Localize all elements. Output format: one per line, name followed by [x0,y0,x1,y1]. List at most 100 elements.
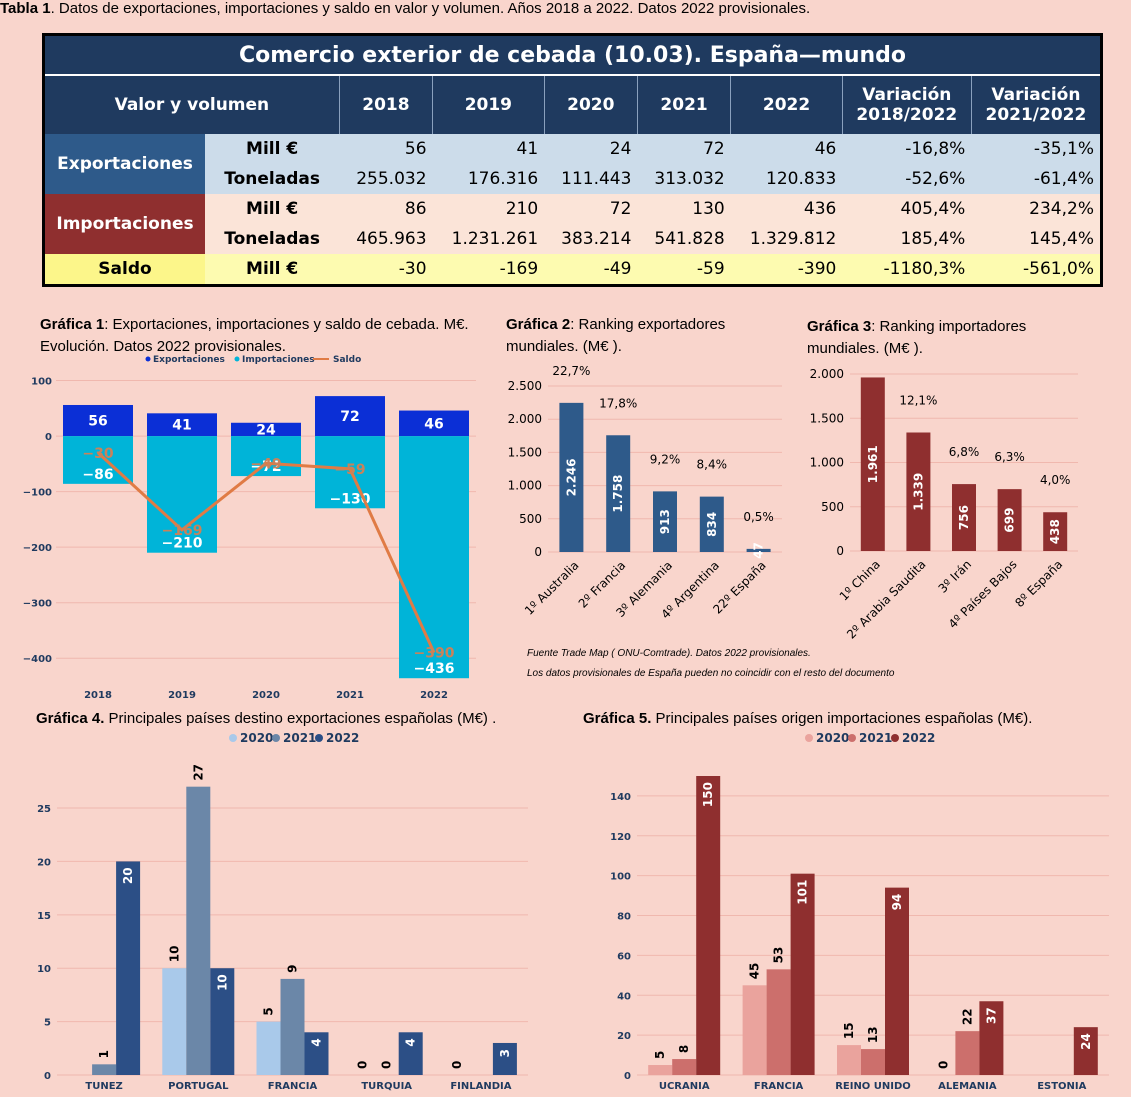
bar-2022 [790,873,815,1075]
y-tick-label: 0 [534,545,542,559]
table-cell: 56 [339,134,433,164]
data-label-2022: 150 [701,782,715,807]
bar-importaciones [147,436,217,553]
table-cell: 185,4% [842,224,972,254]
header-valor-volumen: Valor y volumen [43,75,340,134]
data-label-2020: 15 [842,1022,856,1039]
legend-label: 2022 [326,731,359,745]
legend-marker [229,734,237,742]
header-year: 2019 [432,75,545,134]
bar-2021 [955,1031,980,1075]
y-tick-label: −200 [23,543,52,554]
x-tick-label: 3º Irán [936,557,975,596]
bar-2021 [92,1064,117,1075]
chart4-svg: 0 5 10 15 20 25 1 20 TUNEZ 10 27 10 PORTUGAL 5 9 4 FRANC… [37,731,528,1092]
y-tick-label: 20 [617,1031,631,1042]
group-saldo: Saldo [43,254,205,286]
data-label-2022: 37 [984,1007,998,1024]
data-label-2020: 0 [450,1061,464,1069]
table-cell: -16,8% [842,134,972,164]
data-label-saldo: −390 [414,646,455,662]
bar-exportaciones [231,422,301,437]
y-tick-label: 1.500 [810,411,844,425]
table-cell: 465.963 [339,224,433,254]
unit-label: Mill € [205,134,340,164]
table-cell: 541.828 [637,224,731,254]
bar [653,491,677,552]
group-exportaciones: Exportaciones [43,134,205,194]
y-tick-label: 80 [617,912,631,923]
bar-2022 [304,1032,329,1075]
unit-label: Mill € [205,254,340,286]
table-cell: -59 [637,254,731,286]
data-label-2020: 10 [167,946,181,963]
share-label: 4,0% [1040,473,1071,487]
bar [906,432,931,551]
x-tick-label: 2018 [84,690,112,701]
y-tick-label: −400 [23,654,52,665]
bar-importaciones [399,436,469,679]
data-label-importaciones: −436 [414,661,455,677]
data-label-2021: 13 [866,1026,880,1043]
x-tick-label: FINLANDIA [450,1081,511,1092]
bar-exportaciones [63,404,133,437]
x-tick-label: 1º Australia [522,558,582,618]
y-tick-label: 2.000 [810,367,844,381]
bar-2022 [1073,1027,1098,1075]
y-tick-label: 2.500 [508,379,542,393]
table-cell: 176.316 [432,164,545,194]
bar-2022 [696,776,721,1075]
table-cell: 86 [339,194,433,224]
data-label: 913 [658,509,672,534]
bar-2020 [256,1021,281,1075]
table-caption: Tabla 1. Datos de exportaciones, importa… [0,0,811,17]
legend-marker [272,734,280,742]
legend-marker [805,734,813,742]
y-tick-label: 40 [617,991,631,1002]
table-cell: 1.329.812 [730,224,843,254]
data-label-2020: 0 [936,1061,950,1069]
table-cell: -61,4% [971,164,1102,194]
bar-2020 [162,968,187,1075]
data-label-2022: 94 [890,894,904,911]
data-label-2020: 5 [262,1007,276,1015]
data-label: 699 [1003,508,1017,533]
data-label-2022: 24 [1079,1033,1093,1050]
y-tick-label: 20 [37,857,51,868]
y-tick-label: 0 [45,432,52,443]
bar-2021 [186,786,211,1075]
legend-label: Exportaciones [153,355,225,365]
table-cell: 46 [730,134,843,164]
table-row: Importaciones Mill € 86 210 72 130 436 4… [43,194,1102,254]
table-cell: 24 [544,134,638,164]
table-cell: -390 [730,254,843,286]
unit-label: Mill € [205,194,340,224]
bar-exportaciones [147,413,217,437]
trade-table: Comercio exterior de cebada (10.03). Esp… [42,33,1103,287]
bar-exportaciones [315,396,385,437]
data-label-saldo: −30 [82,446,113,462]
group-importaciones: Importaciones [43,194,205,254]
legend-marker [891,734,899,742]
legend-marker [315,734,323,742]
share-label: 12,1% [899,393,937,407]
bar-2020 [837,1045,861,1075]
bar-2021 [861,1049,885,1075]
table-cell: 120.833 [730,164,843,194]
data-label-2020: 0 [356,1061,370,1069]
x-tick-label: REINO UNIDO [835,1081,911,1092]
chart2-caption: Gráfica 2: Ranking exportadores mundiales… [506,316,726,355]
y-tick-label: 1.000 [508,479,542,493]
legend-marker [145,356,151,362]
y-tick-label: 0 [624,1071,631,1082]
table-cell: 255.032 [339,164,433,194]
table-row: Exportaciones Mill € 56 41 24 72 46 -16,… [43,134,1102,194]
table-cell: 41 [432,134,545,164]
bar [606,435,631,552]
data-label: 756 [957,505,971,530]
data-label-saldo: −169 [162,523,203,539]
data-label-importaciones: −130 [330,491,371,507]
y-tick-label: 1.500 [508,445,542,459]
legend-label: 2021 [859,731,892,745]
y-tick-label: 25 [37,804,51,815]
